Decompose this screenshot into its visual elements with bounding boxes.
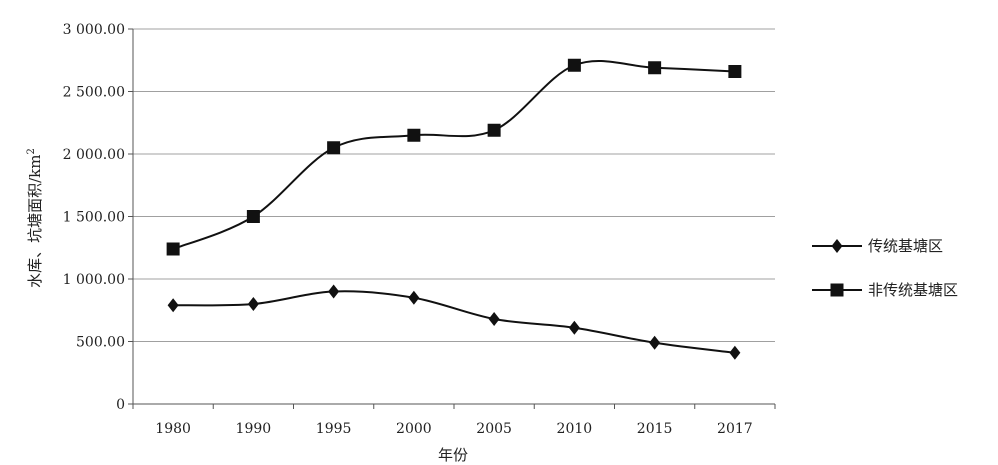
data-point-square (648, 61, 662, 75)
data-point-square (246, 210, 260, 223)
y-axis-title: 水库、坑塘面积/km2 (26, 148, 44, 288)
legend-label: 非传统基塘区 (868, 281, 958, 299)
data-point-diamond (328, 284, 340, 299)
y-tick-label: 3 000.00 (63, 22, 125, 38)
data-point-diamond (729, 345, 741, 360)
x-tick-label: 1995 (316, 421, 352, 437)
data-point-diamond (568, 320, 580, 335)
x-tick-label: 2000 (396, 421, 432, 437)
y-tick-label: 0 (116, 397, 125, 413)
data-point-square (327, 141, 341, 155)
data-point-square (567, 58, 581, 72)
y-axis-title-superscript: 2 (26, 148, 37, 154)
data-point-diamond (247, 297, 259, 311)
series-layer (166, 58, 742, 360)
x-tick-label: 2010 (557, 421, 593, 437)
y-tick-label: 1 000.00 (63, 272, 125, 288)
data-point-square (407, 128, 421, 142)
legend-item-1: 传统基塘区 (812, 237, 943, 255)
data-point-diamond (488, 312, 500, 326)
series-line-2 (172, 60, 735, 250)
x-axis-title: 年份 (438, 446, 468, 464)
y-tick-labels: 0 500.00 1 000.00 1 500.00 2 000.00 2 500.00 3… (63, 22, 125, 413)
legend-item-2: 非传统基塘区 (812, 281, 958, 299)
x-tick-label: 2017 (717, 421, 753, 437)
series-line-1 (173, 290, 735, 354)
axes (128, 28, 776, 409)
legend-marker-square (830, 283, 844, 297)
legend-label: 传统基塘区 (868, 237, 943, 255)
grid-lines (133, 28, 775, 342)
x-tick-label: 2015 (637, 421, 673, 437)
legend-marker-diamond (831, 239, 843, 253)
y-tick-label: 1 500.00 (63, 210, 125, 226)
data-point-diamond (649, 335, 661, 350)
x-tick-label: 1990 (236, 421, 272, 437)
y-tick-label: 2 500.00 (63, 85, 125, 101)
data-point-square (166, 242, 180, 256)
data-point-square (487, 123, 501, 137)
y-axis-title-main: 水库、坑塘面积/km (26, 155, 44, 288)
x-tick-label: 1980 (155, 421, 191, 437)
data-point-diamond (408, 290, 420, 305)
data-point-diamond (167, 298, 179, 313)
x-tick-labels: 1980 1990 1995 2000 2005 2010 2015 2017 (155, 421, 752, 437)
y-tick-label: 2 000.00 (63, 147, 125, 163)
x-tick-label: 2005 (476, 421, 512, 437)
data-point-square (728, 65, 742, 78)
y-tick-label: 500.00 (76, 335, 125, 351)
